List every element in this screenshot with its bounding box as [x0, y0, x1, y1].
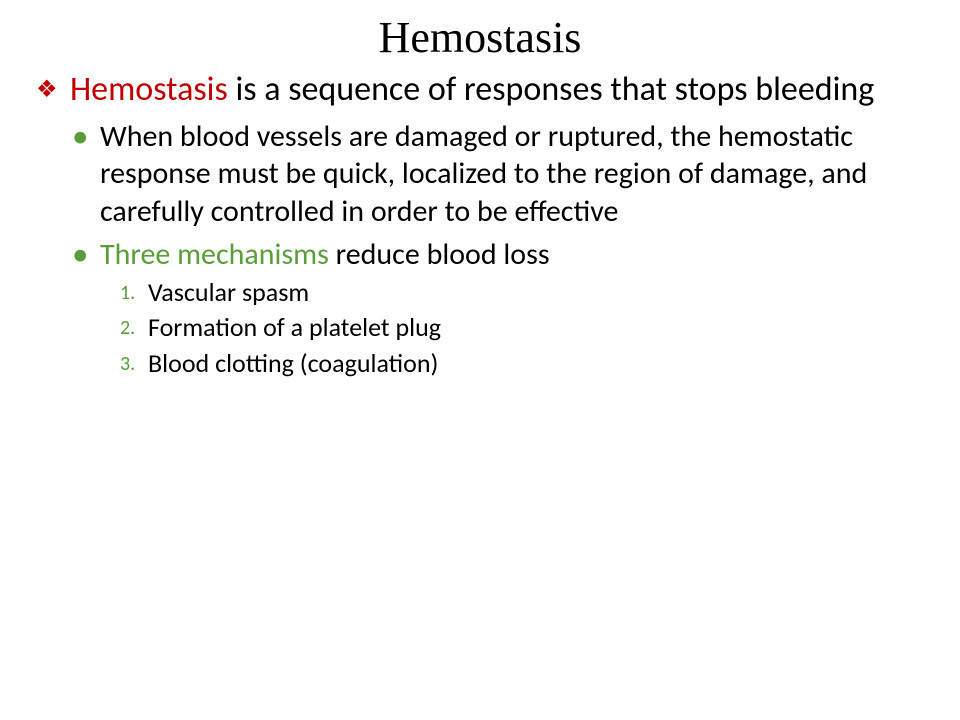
number-1: 1.: [120, 280, 135, 306]
number-3: 3.: [120, 351, 135, 377]
numbered-item-1: 1. Vascular spasm: [120, 276, 924, 310]
numbered-item-3: 3. Blood clotting (coagulation): [120, 347, 924, 381]
text-mechanism-3: Blood clotting (coagulation): [148, 347, 438, 379]
text-hemostasis-rest: is a sequence of responses that stops bl…: [228, 69, 875, 110]
slide-title: Hemostasis: [36, 12, 924, 63]
bullet-lvl2-three-mechanisms: Three mechanisms reduce blood loss: [72, 236, 924, 274]
slide-container: Hemostasis Hemostasis is a sequence of r…: [0, 0, 960, 720]
text-damage: When blood vessels are damaged or ruptur…: [100, 118, 867, 230]
number-2: 2.: [120, 315, 135, 341]
text-mechanism-1: Vascular spasm: [148, 276, 309, 308]
term-hemostasis: Hemostasis: [70, 69, 228, 110]
bullet-lvl1-hemostasis: Hemostasis is a sequence of responses th…: [36, 69, 924, 112]
text-three-mechanisms-rest: reduce blood loss: [329, 236, 550, 273]
bullet-lvl2-damage: When blood vessels are damaged or ruptur…: [72, 118, 924, 231]
term-three-mechanisms: Three mechanisms: [100, 236, 329, 273]
numbered-item-2: 2. Formation of a platelet plug: [120, 311, 924, 345]
text-mechanism-2: Formation of a platelet plug: [148, 311, 441, 343]
